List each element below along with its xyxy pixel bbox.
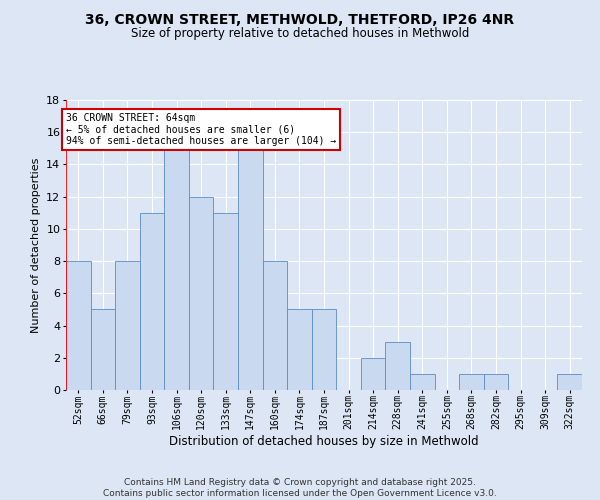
Bar bbox=[287, 310, 312, 390]
Bar bbox=[263, 261, 287, 390]
Bar bbox=[385, 342, 410, 390]
X-axis label: Distribution of detached houses by size in Methwold: Distribution of detached houses by size … bbox=[169, 435, 479, 448]
Bar bbox=[361, 358, 385, 390]
Bar bbox=[410, 374, 434, 390]
Bar bbox=[214, 213, 238, 390]
Text: 36, CROWN STREET, METHWOLD, THETFORD, IP26 4NR: 36, CROWN STREET, METHWOLD, THETFORD, IP… bbox=[85, 12, 515, 26]
Bar bbox=[238, 148, 263, 390]
Y-axis label: Number of detached properties: Number of detached properties bbox=[31, 158, 41, 332]
Text: 36 CROWN STREET: 64sqm
← 5% of detached houses are smaller (6)
94% of semi-detac: 36 CROWN STREET: 64sqm ← 5% of detached … bbox=[66, 113, 336, 146]
Bar bbox=[66, 261, 91, 390]
Bar bbox=[557, 374, 582, 390]
Text: Contains HM Land Registry data © Crown copyright and database right 2025.
Contai: Contains HM Land Registry data © Crown c… bbox=[103, 478, 497, 498]
Text: Size of property relative to detached houses in Methwold: Size of property relative to detached ho… bbox=[131, 28, 469, 40]
Bar bbox=[91, 310, 115, 390]
Bar bbox=[140, 213, 164, 390]
Bar bbox=[312, 310, 336, 390]
Bar bbox=[459, 374, 484, 390]
Bar bbox=[164, 148, 189, 390]
Bar bbox=[189, 196, 214, 390]
Bar bbox=[115, 261, 140, 390]
Bar bbox=[484, 374, 508, 390]
